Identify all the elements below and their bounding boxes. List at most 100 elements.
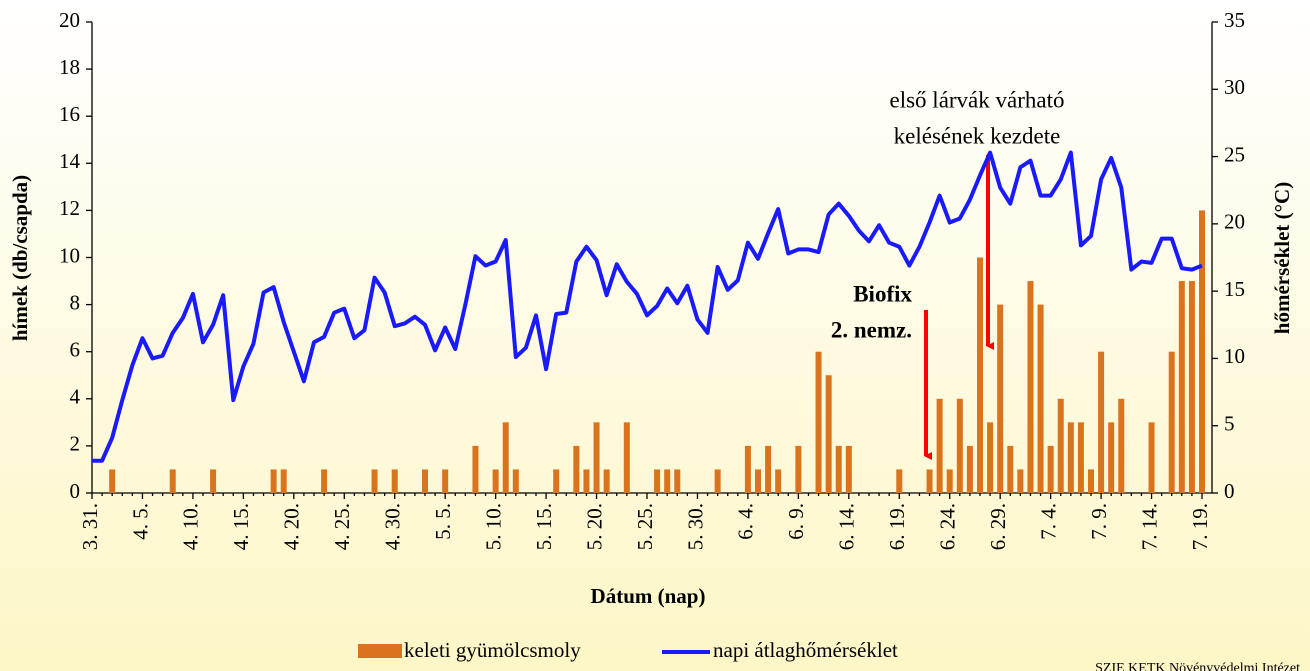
bar <box>765 445 772 493</box>
bar <box>1178 281 1185 493</box>
x-tick-label: 7. 4. <box>1036 503 1060 540</box>
bar <box>1148 422 1155 493</box>
bar <box>744 445 751 493</box>
bar <box>1007 445 1014 493</box>
bar <box>714 469 721 493</box>
bar <box>674 469 681 493</box>
x-tick-label: 5. 25. <box>633 503 657 550</box>
x-tick-label: 5. 5. <box>431 503 455 540</box>
x-tick-label: 4. 10. <box>179 503 203 550</box>
y2-tick-label: 0 <box>1224 479 1235 503</box>
x-tick-label: 5. 20. <box>582 503 606 550</box>
y2-tick-label: 5 <box>1224 412 1235 436</box>
bar <box>109 469 116 493</box>
bar <box>654 469 661 493</box>
bar <box>845 445 852 493</box>
x-tick-label: 6. 14. <box>835 503 859 550</box>
bar <box>210 469 217 493</box>
bar <box>512 469 519 493</box>
bar <box>623 422 630 493</box>
bar <box>926 469 933 493</box>
bar <box>1057 398 1064 493</box>
x-tick-label: 5. 10. <box>481 503 505 550</box>
bar <box>371 469 378 493</box>
y2-tick-label: 20 <box>1224 210 1245 234</box>
y-tick-label: 16 <box>59 102 80 126</box>
bar <box>321 469 328 493</box>
x-tick-label: 4. 25. <box>330 503 354 550</box>
y-tick-label: 12 <box>59 196 80 220</box>
y-tick-label: 20 <box>59 8 80 32</box>
bar <box>1108 422 1115 493</box>
bar <box>1037 304 1044 493</box>
bar <box>391 469 398 493</box>
legend-label: keleti gyümölcsmoly <box>404 638 581 662</box>
x-tick-label: 6. 4. <box>734 503 758 540</box>
line <box>92 150 1203 463</box>
x-tick-label: 5. 30. <box>683 503 707 550</box>
y-tick-label: 10 <box>59 243 80 267</box>
bar <box>502 422 509 493</box>
bar <box>815 351 822 493</box>
x-axis-title: Dátum (nap) <box>591 584 706 608</box>
bar <box>795 445 802 493</box>
bar <box>1098 351 1105 493</box>
source: SZIE KETK Növényvédelmi Intézet <box>1095 661 1300 671</box>
bar <box>987 422 994 493</box>
x-tick-label: 7. 14. <box>1137 503 1161 550</box>
bar <box>422 469 428 493</box>
bar <box>1199 210 1205 493</box>
bar <box>1088 469 1094 493</box>
x-tick-label: 5. 15. <box>532 503 556 550</box>
y2-axis-title: hőmérséklet (°C) <box>1270 182 1294 334</box>
bar <box>1067 422 1074 493</box>
bar <box>1118 398 1125 493</box>
bar <box>755 469 761 493</box>
y2-tick-label: 10 <box>1224 344 1245 368</box>
x-tick-label: 6. 19. <box>885 503 909 550</box>
bar <box>573 445 580 493</box>
y-tick-label: 18 <box>59 55 80 79</box>
bar <box>553 469 560 493</box>
bar <box>896 469 903 493</box>
bar <box>1017 469 1024 493</box>
y-tick-label: 14 <box>59 149 81 173</box>
y-tick-label: 2 <box>70 432 81 456</box>
bar <box>603 469 610 493</box>
y-tick-label: 0 <box>70 479 81 503</box>
x-tick-label: 7. 19. <box>1188 503 1212 550</box>
y2-tick-label: 35 <box>1224 8 1245 32</box>
y-tick-label: 4 <box>70 385 81 409</box>
bar <box>583 469 590 493</box>
y2-tick-label: 15 <box>1224 277 1245 301</box>
bar <box>835 445 842 493</box>
bar <box>593 422 600 493</box>
x-tick-label: 4. 20. <box>280 503 304 550</box>
bar <box>775 469 782 493</box>
bar <box>492 469 499 493</box>
annotation: kelésének kezdete <box>894 123 1061 148</box>
bar <box>1077 422 1084 493</box>
x-tick-label: 3. 31. <box>78 503 102 550</box>
bar <box>966 445 973 493</box>
bar <box>977 257 983 493</box>
annotation: 2. nemz. <box>831 317 912 342</box>
bar <box>946 469 953 493</box>
y2-tick-label: 30 <box>1224 75 1245 99</box>
y2-tick-label: 25 <box>1224 142 1245 166</box>
x-tick-label: 4. 15. <box>229 503 253 550</box>
bar <box>956 398 963 493</box>
bar <box>825 375 832 493</box>
legend-label: napi átlaghőmérséklet <box>713 638 898 662</box>
bar <box>997 304 1004 493</box>
x-tick-label: 6. 29. <box>986 503 1010 550</box>
bar <box>1047 445 1054 493</box>
annotation: Biofix <box>853 281 912 306</box>
annotation: első lárvák várható <box>890 87 1065 112</box>
bar <box>1188 281 1195 493</box>
y-tick-label: 6 <box>70 338 81 362</box>
x-tick-label: 6. 24. <box>936 503 960 550</box>
x-tick-label: 4. 30. <box>381 503 405 550</box>
